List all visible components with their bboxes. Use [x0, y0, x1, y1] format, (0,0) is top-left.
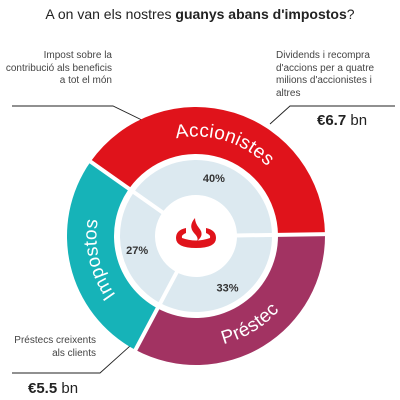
logo-flame [191, 218, 202, 241]
percent-label-shareholders: 40% [203, 173, 225, 185]
note-taxes: Impost sobre la contribució als benefici… [5, 50, 112, 86]
title-bold: guanys abans d'impostos [175, 6, 347, 22]
segment-taxes [66, 161, 158, 350]
inner-segment-loans [160, 234, 272, 312]
amount-loans-value: €5.5 [28, 380, 58, 397]
amount-shareholders: €6.7 bn [317, 112, 367, 129]
title-prefix: A on van els nostres [45, 6, 176, 22]
segment-shareholders [90, 107, 325, 235]
separator-2 [234, 232, 328, 238]
separator-1 [87, 158, 166, 216]
amount-shareholders-unit: bn [346, 112, 368, 129]
leader-line-loans [12, 345, 131, 374]
santander-flame-logo [176, 218, 216, 248]
inner-segment-shareholders [133, 160, 272, 236]
amount-shareholders-value: €6.7 [317, 112, 347, 129]
amount-loans: €5.5 bn [28, 380, 78, 397]
segment-loans [135, 234, 325, 365]
note-shareholders: Dividends i recompra d'accions per a qua… [276, 50, 375, 99]
logo-base [176, 228, 216, 248]
inner-segment-taxes [120, 192, 177, 304]
percent-label-taxes: 27% [126, 245, 148, 257]
leader-line-taxes [12, 105, 151, 125]
chart-title: A on van els nostres guanys abans d'impo… [0, 6, 400, 22]
title-suffix: ? [346, 6, 355, 22]
note-loans: Préstecs creixents als clients [14, 335, 96, 359]
percent-label-loans: 33% [217, 283, 239, 295]
amount-loans-unit: bn [57, 380, 79, 397]
leader-line-shareholders [269, 105, 395, 125]
separator-0 [132, 269, 180, 353]
